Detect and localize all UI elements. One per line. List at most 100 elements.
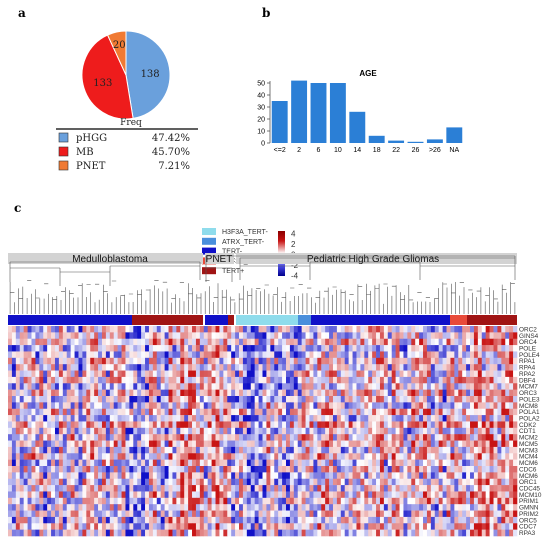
heatmap-cell	[278, 370, 283, 378]
heatmap-cell	[160, 497, 165, 505]
heatmap-cell	[395, 453, 400, 460]
heatmap-cell	[332, 440, 338, 448]
heatmap-cell	[215, 523, 220, 530]
heatmap-cell	[219, 402, 224, 410]
heatmap-cell	[82, 326, 87, 333]
heatmap-cell	[125, 357, 130, 365]
heatmap-cell	[485, 453, 490, 460]
heatmap-cell	[156, 396, 161, 403]
heatmap-cell	[387, 345, 393, 352]
heatmap-cell	[274, 510, 279, 518]
heatmap-cell	[364, 459, 369, 467]
heatmap-cell	[82, 332, 87, 340]
heatmap-cell	[86, 357, 91, 365]
heatmap-cell	[376, 497, 381, 505]
heatmap-cell	[313, 497, 318, 505]
heatmap-cell	[78, 478, 83, 486]
heatmap-cell	[156, 415, 161, 422]
heatmap-cell	[391, 523, 396, 530]
heatmap-cell	[82, 357, 87, 365]
heatmap-cell	[434, 402, 439, 410]
heatmap-cell	[458, 326, 463, 333]
heatmap-cell	[481, 466, 486, 473]
heatmap-cell	[352, 357, 357, 365]
heatmap-cell	[348, 332, 353, 340]
heatmap-cell	[133, 370, 138, 378]
heatmap-cell	[450, 376, 455, 384]
heatmap-cell	[188, 446, 193, 454]
heatmap-cell	[86, 466, 91, 473]
heatmap-cell	[266, 389, 271, 397]
heatmap-cell	[109, 523, 115, 530]
heatmap-cell	[489, 478, 494, 486]
heatmap-cell	[19, 453, 24, 460]
heatmap-cell	[152, 326, 158, 333]
heatmap-cell	[43, 338, 48, 346]
heatmap-cell	[332, 421, 338, 429]
heatmap-cell	[82, 434, 87, 441]
heatmap-cell	[289, 440, 295, 448]
heatmap-cell	[133, 434, 138, 441]
heatmap-cell	[266, 440, 271, 448]
heatmap-cell	[101, 421, 107, 429]
heatmap-cell	[336, 440, 342, 448]
heatmap-cell	[309, 523, 314, 530]
heatmap-cell	[109, 376, 115, 384]
heatmap-cell	[137, 516, 142, 524]
heatmap-cell	[403, 332, 408, 340]
heatmap-cell	[156, 402, 161, 410]
heatmap-cell	[477, 427, 483, 435]
heatmap-cell	[274, 497, 279, 505]
heatmap-cell	[466, 427, 471, 435]
heatmap-cell	[285, 434, 291, 441]
row-label: DBF4	[519, 377, 536, 384]
heatmap-cell	[372, 427, 377, 435]
heatmap-cell	[51, 396, 56, 403]
heatmap-cell	[8, 357, 13, 365]
heatmap-cell	[164, 427, 169, 435]
x-tick-label: 18	[373, 147, 381, 154]
heatmap-cell	[188, 434, 193, 441]
heatmap-cell	[489, 338, 494, 346]
heatmap-cell	[180, 516, 185, 524]
heatmap-cell	[513, 415, 518, 422]
heatmap-cell	[11, 453, 17, 460]
heatmap-cell	[11, 491, 17, 499]
heatmap-cell	[58, 345, 64, 352]
heatmap-cell	[31, 351, 36, 359]
heatmap-cell	[509, 466, 514, 473]
heatmap-cell	[513, 383, 518, 390]
heatmap-cell	[141, 504, 146, 511]
heatmap-grid	[8, 326, 518, 537]
heatmap-cell	[86, 351, 91, 359]
heatmap-cell	[23, 345, 28, 352]
heatmap-cell	[442, 376, 447, 384]
heatmap-cell	[446, 478, 451, 486]
heatmap-cell	[125, 364, 130, 371]
heatmap-cell	[39, 402, 44, 410]
heatmap-cell	[8, 351, 13, 359]
heatmap-cell	[395, 434, 400, 441]
heatmap-cell	[78, 504, 83, 511]
heatmap-cell	[27, 472, 32, 480]
heatmap-cell	[15, 440, 21, 448]
heatmap-cell	[117, 383, 122, 390]
heatmap-cell	[305, 478, 310, 486]
bar-9	[446, 127, 463, 143]
heatmap-cell	[403, 510, 408, 518]
heatmap-cell	[513, 326, 518, 333]
heatmap-cell	[419, 466, 424, 473]
heatmap-cell	[458, 357, 463, 365]
heatmap-cell	[356, 408, 361, 416]
heatmap-cell	[51, 446, 56, 454]
heatmap-cell	[332, 389, 338, 397]
heatmap-cell	[86, 523, 91, 530]
heatmap-cell	[152, 408, 158, 416]
heatmap-cell	[411, 396, 416, 403]
heatmap-cell	[184, 466, 189, 473]
heatmap-cell	[274, 466, 279, 473]
heatmap-cell	[180, 446, 185, 454]
heatmap-cell	[364, 415, 369, 422]
heatmap-cell	[321, 453, 326, 460]
heatmap-cell	[430, 427, 436, 435]
